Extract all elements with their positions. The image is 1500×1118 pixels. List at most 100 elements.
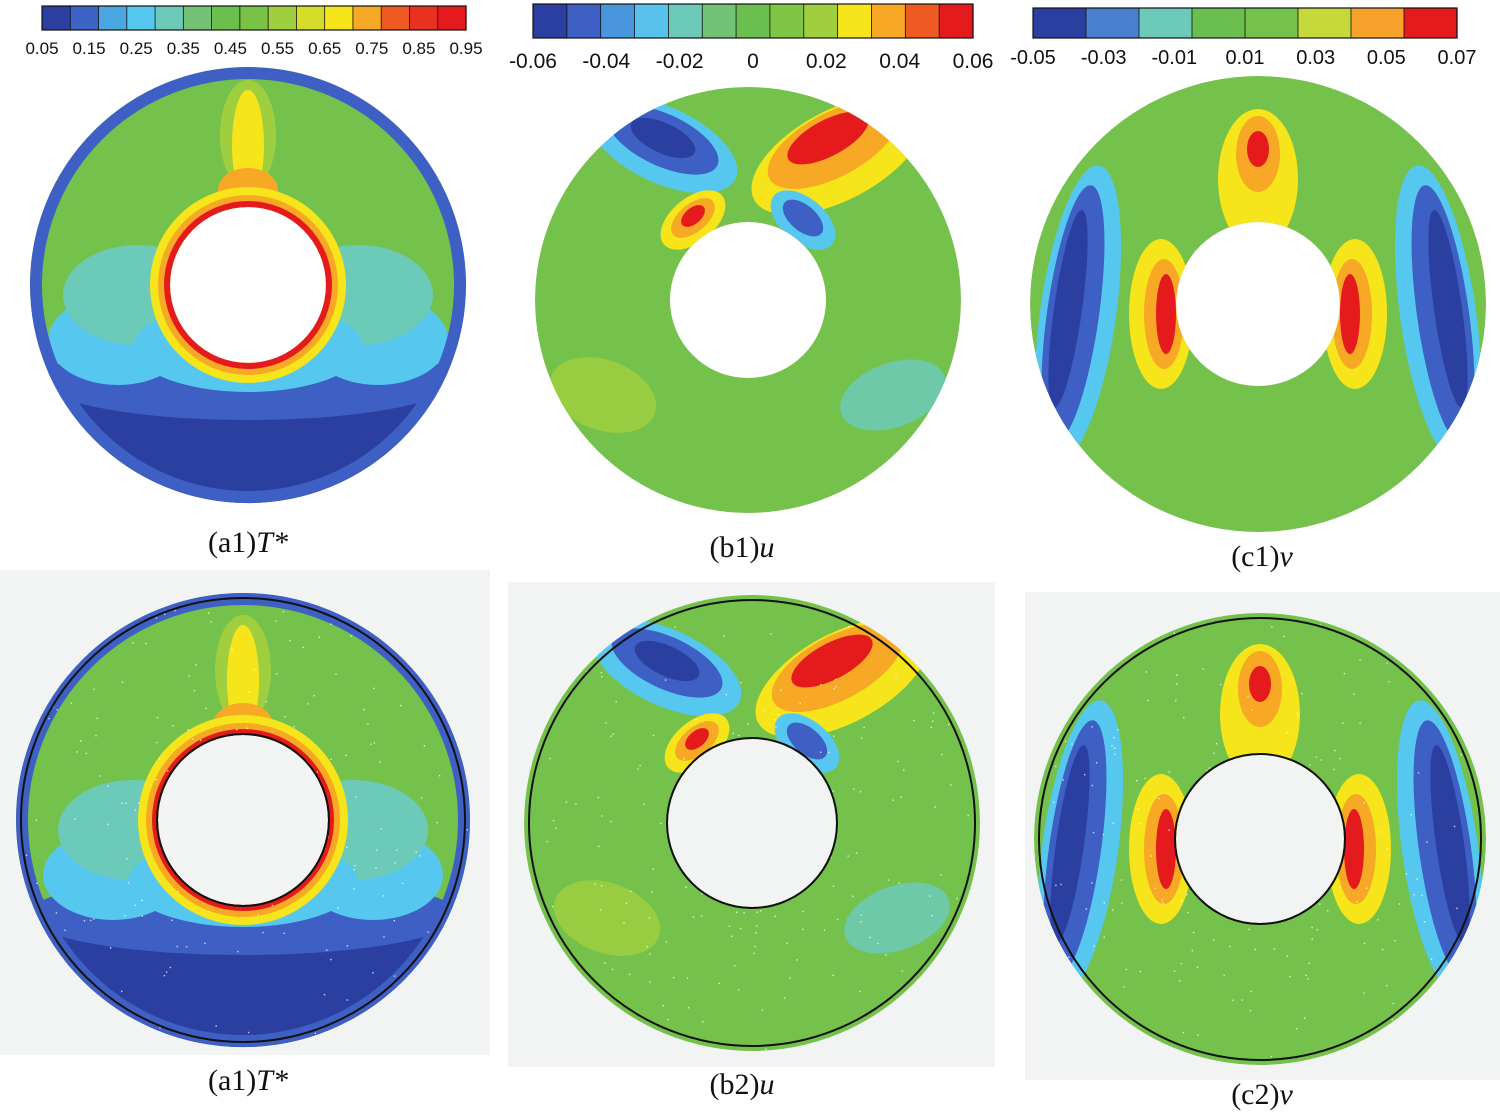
colorbar-b-swatch <box>837 4 873 38</box>
colorbar-a: 0.05 0.15 0.25 0.35 0.45 0.55 0.65 0.75 0.85 0.95 <box>25 5 483 58</box>
colorbar-c-swatch <box>1404 8 1458 38</box>
colorbar-a-swatch <box>211 6 241 30</box>
colorbar-b-tick-label: -0.02 <box>656 50 704 73</box>
colorbar-b-swatch <box>566 4 602 38</box>
colorbar-frame <box>1032 7 1458 39</box>
caption-c1: (c1)v <box>1231 540 1293 573</box>
colorbar-b-swatch <box>769 4 805 38</box>
neg-band-left-core <box>1050 744 1090 944</box>
colorbar-c-tick-label: -0.05 <box>1010 47 1056 69</box>
colorbar-a-tick-label: 0.35 <box>167 39 200 58</box>
neg-band-left-core <box>1048 209 1088 409</box>
colorbar-a-swatch <box>42 6 71 30</box>
pos-inner-right-core <box>1344 809 1364 889</box>
colorbar-frame <box>41 5 467 31</box>
measurement-noise <box>546 625 969 1050</box>
colorbar-a-tick-label: 0.85 <box>402 39 435 58</box>
inner-wall-outline <box>1174 753 1346 925</box>
pos-plume-core <box>1247 131 1269 167</box>
colorbar-c-tick-label: 0.05 <box>1367 47 1406 69</box>
measurement-noise <box>1038 624 1462 1058</box>
outer-wall-outline <box>1038 617 1482 1061</box>
colorbar-b-tick-label: -0.04 <box>582 50 630 73</box>
colorbar-a-swatch <box>239 6 269 30</box>
pos-lower-left <box>553 880 661 956</box>
panel-c2-v-experiment <box>1025 592 1500 1080</box>
inner-wall-outline <box>156 733 330 907</box>
colorbar-a-swatch <box>70 6 100 30</box>
colorbar-a-tick-label: 0.15 <box>73 39 106 58</box>
colorbar-a-swatch <box>437 6 467 30</box>
pos-inner-left-core <box>681 205 705 227</box>
pos-inner-left-core <box>1156 809 1176 889</box>
neg-top-left-core <box>634 640 700 682</box>
colorbar-a-swatch <box>409 6 439 30</box>
colorbar-b-tick-label: 0.04 <box>879 50 920 73</box>
colorbar-b-swatch <box>600 4 636 38</box>
colorbar-a-tick-label: 0.45 <box>214 39 247 58</box>
colorbar-a-swatch <box>352 6 382 30</box>
pos-inner-left-core <box>685 728 709 750</box>
colorbar-c-tick-label: 0.03 <box>1296 47 1335 69</box>
colorbar-b-tick-label: 0 <box>747 50 759 73</box>
inner-halo-3 <box>164 201 332 369</box>
colorbar-b-tick-label: 0.06 <box>953 50 994 73</box>
colorbar-a-tick-label: 0.65 <box>308 39 341 58</box>
outer-wall-outline <box>20 597 466 1043</box>
pos-inner-left-core <box>1156 274 1176 354</box>
colorbar-b-swatch <box>668 4 703 38</box>
inner-halo-2 <box>158 195 338 375</box>
colorbar-a-swatch <box>381 6 411 30</box>
outer-wall-outline <box>528 599 976 1047</box>
pos-plume-core <box>1249 666 1271 702</box>
colorbar-b-swatch <box>533 4 568 38</box>
colorbar-frame <box>532 3 974 39</box>
pos-inner-right-core <box>1340 274 1360 354</box>
colorbar-a-swatch <box>183 6 213 30</box>
wall-boundary-layer <box>30 67 466 503</box>
neg-band-right-core <box>1430 744 1470 944</box>
colorbar-b-swatch <box>871 4 906 38</box>
neg-inner-right <box>786 722 828 760</box>
teal-left <box>63 245 213 345</box>
pos-top-right-core <box>791 634 873 688</box>
neg-band-right-core <box>1428 209 1468 409</box>
colorbar-a-swatch <box>155 6 184 30</box>
neg-lower-right <box>840 359 946 431</box>
colorbar-c-swatch <box>1033 8 1087 38</box>
measurement-noise <box>25 609 468 1034</box>
neg-top-left-core <box>630 117 696 159</box>
colorbar-a-tick-label: 0.25 <box>120 39 153 58</box>
colorbar-a-swatch <box>324 6 354 30</box>
panel-b1-u-simulation <box>535 87 961 513</box>
colorbar-c-swatch <box>1298 8 1352 38</box>
panel-c1-v-simulation <box>1030 76 1486 532</box>
pos-top-right-core <box>787 111 869 165</box>
colorbar-c-swatch <box>1245 8 1299 38</box>
colorbar-a-swatch <box>268 6 297 30</box>
colorbar-b-swatch <box>736 4 771 38</box>
colorbar-c: -0.05 -0.03 -0.01 0.01 0.03 0.05 0.07 <box>1010 7 1477 69</box>
colorbar-a-swatch <box>98 6 128 30</box>
colorbar-c-swatch <box>1139 8 1193 38</box>
colorbar-b-swatch <box>702 4 737 38</box>
colorbar-b-tick-label: -0.06 <box>509 50 557 73</box>
colorbar-a-swatch <box>296 6 326 30</box>
panel-a1-temperature-experiment <box>0 570 490 1055</box>
colorbar-c-tick-label: 0.07 <box>1438 47 1477 69</box>
colorbar-b: -0.06 -0.04 -0.02 0 0.02 0.04 0.06 <box>509 3 994 73</box>
colorbar-c-tick-label: -0.03 <box>1081 47 1127 69</box>
colorbar-c-tick-label: -0.01 <box>1152 47 1198 69</box>
caption-a1-top: (a1)T* <box>208 526 288 559</box>
colorbar-b-swatch <box>905 4 940 38</box>
inner-halo-1 <box>150 187 346 383</box>
caption-a1-bottom: (a1)T* <box>208 1064 288 1097</box>
pos-lower-left <box>549 357 657 433</box>
inner-wall-outline <box>666 737 838 909</box>
colorbar-a-tick-label: 0.55 <box>261 39 294 58</box>
colorbar-a-tick-label: 0.05 <box>25 39 58 58</box>
neg-lower-right <box>844 882 950 954</box>
colorbar-a-tick-label: 0.95 <box>449 39 482 58</box>
caption-b2: (b2)u <box>710 1068 775 1101</box>
